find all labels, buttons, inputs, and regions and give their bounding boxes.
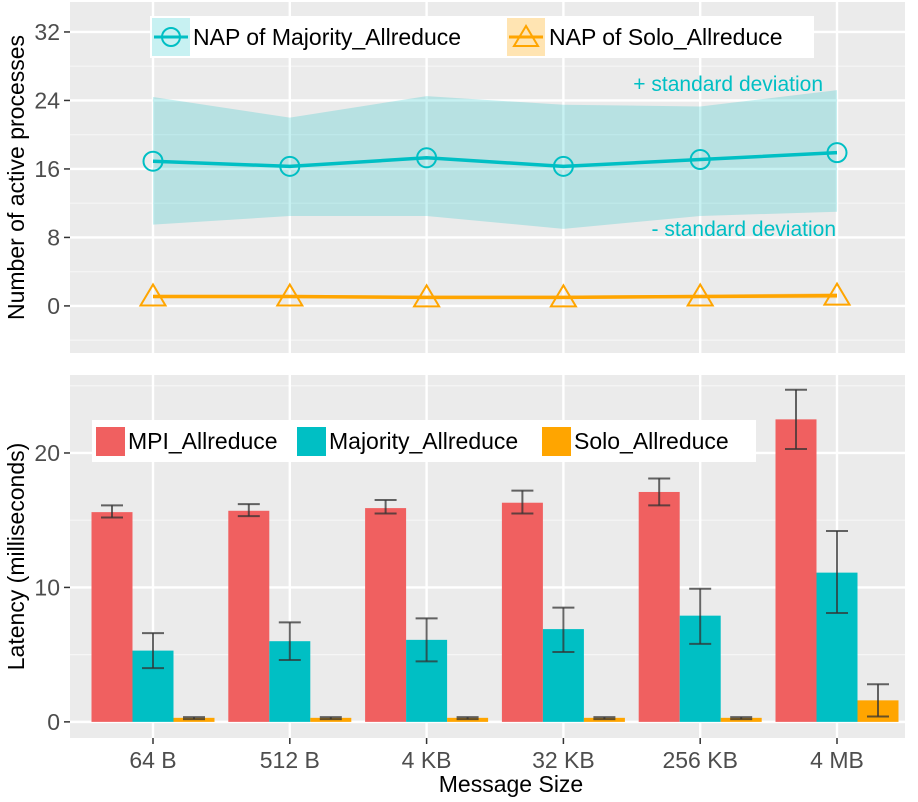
std-band-majority bbox=[153, 90, 837, 229]
series-line-majority bbox=[152, 150, 838, 169]
legend-label-majority-allreduce: Majority_Allreduce bbox=[329, 428, 518, 454]
x-tick-label: 4 MB bbox=[810, 747, 864, 773]
data-point-majority bbox=[416, 147, 438, 169]
legend-nap: NAP of Majority_Allreduce NAP of Solo_All… bbox=[150, 16, 814, 58]
bar-mpi-allreduce bbox=[91, 512, 133, 722]
annotation-plus-std: + standard deviation bbox=[633, 73, 823, 96]
data-point-majority bbox=[689, 149, 711, 171]
legend-label-majority: NAP of Majority_Allreduce bbox=[193, 24, 461, 50]
y-tick-label: 10 bbox=[34, 574, 60, 600]
latency-panel: 0 10 20 64 B 512 B 4 KB 32 KB 256 KB 4 MB Latency… bbox=[3, 375, 905, 773]
series-line-solo bbox=[153, 293, 838, 300]
legend-label-solo-allreduce: Solo_Allreduce bbox=[574, 428, 729, 454]
data-point-solo bbox=[549, 283, 578, 308]
data-point-solo bbox=[275, 282, 305, 307]
y-tick-label: 24 bbox=[34, 87, 60, 113]
bar-mpi-allreduce bbox=[775, 419, 817, 722]
y-tick-label: 16 bbox=[34, 156, 60, 182]
legend-key-solo-allreduce bbox=[542, 427, 571, 456]
data-point-majority bbox=[142, 150, 164, 172]
x-tick-label: 256 KB bbox=[662, 747, 737, 773]
bar-mpi-allreduce bbox=[501, 502, 543, 722]
y-tick-label: 0 bbox=[47, 709, 60, 735]
legend-key-marker bbox=[512, 24, 540, 47]
x-tick-label: 32 KB bbox=[532, 747, 595, 773]
x-tick-label: 4 KB bbox=[402, 747, 452, 773]
data-point-solo bbox=[822, 281, 852, 306]
annotation-minus-std: - standard deviation bbox=[652, 218, 836, 241]
legend-latency: MPI_Allreduce Majority_Allreduce Solo_Allr… bbox=[92, 420, 756, 462]
legend-background bbox=[92, 420, 756, 462]
legend-label-solo: NAP of Solo_Allreduce bbox=[549, 24, 783, 50]
bar-mpi-allreduce bbox=[365, 508, 407, 722]
y-tick-label: 8 bbox=[47, 224, 60, 250]
y-tick-label: 32 bbox=[34, 19, 60, 45]
bar-mpi-allreduce bbox=[638, 491, 680, 722]
legend-label-mpi-allreduce: MPI_Allreduce bbox=[128, 428, 278, 454]
data-point-solo bbox=[138, 282, 168, 307]
data-point-solo bbox=[685, 282, 715, 307]
legend-key-mpi-allreduce bbox=[96, 427, 125, 456]
x-axis-title: Message Size bbox=[439, 771, 583, 797]
data-point-majority bbox=[552, 155, 574, 177]
data-point-majority bbox=[826, 142, 848, 164]
bar-mpi-allreduce bbox=[228, 510, 270, 722]
legend-key-marker bbox=[161, 27, 181, 47]
y-axis-title: Latency (milliseconds) bbox=[3, 443, 29, 671]
data-point-majority bbox=[279, 155, 301, 177]
legend-background bbox=[150, 16, 814, 58]
data-point-solo bbox=[412, 283, 441, 308]
x-tick-label: 512 B bbox=[260, 747, 320, 773]
legend-key-majority-allreduce bbox=[297, 427, 326, 456]
y-tick-label: 0 bbox=[47, 293, 60, 319]
y-tick-label: 20 bbox=[34, 440, 60, 466]
x-tick-label: 64 B bbox=[129, 747, 176, 773]
y-axis-title: Number of active processes bbox=[3, 35, 29, 320]
